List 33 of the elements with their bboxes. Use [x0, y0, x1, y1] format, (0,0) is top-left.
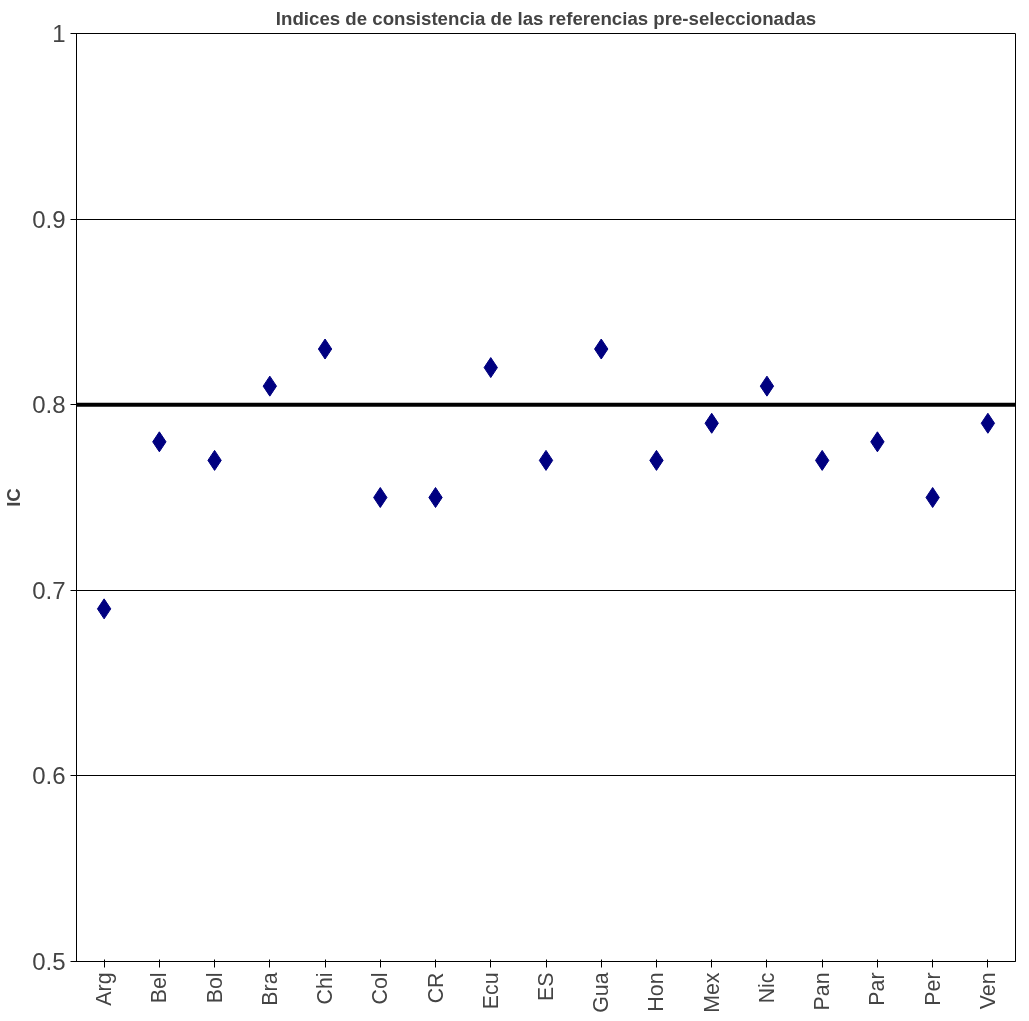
y-tick-label: 0.6 [32, 762, 66, 790]
x-tick-label: Nic [754, 972, 779, 1004]
x-tick-label: Gua [589, 972, 614, 1013]
point [373, 487, 388, 508]
y-tick-label: 0.7 [32, 576, 66, 604]
x-tick-label: Col [368, 972, 393, 1005]
point [759, 375, 775, 397]
y-tick-label: 0.5 [32, 948, 66, 975]
x-tick-label: Ecu [478, 972, 503, 1010]
y-tick-label: 1 [52, 20, 66, 47]
y-tick-label: 0.8 [32, 391, 66, 419]
point [980, 412, 996, 434]
y-axis-title: IC [3, 488, 25, 507]
point [428, 487, 443, 508]
y-tick-label: 0.9 [32, 205, 66, 233]
x-tick-label: Bel [147, 972, 172, 1004]
x-tick-label: Arg [92, 972, 117, 1006]
x-tick-label: Bol [202, 972, 227, 1004]
x-tick-label: CR [423, 972, 448, 1004]
x-tick-label: ES [534, 972, 558, 1001]
point [96, 598, 112, 620]
x-tick-label: Mex [699, 972, 724, 1013]
x-tick-label: Chi [313, 972, 338, 1005]
x-tick-label: Pan [810, 972, 835, 1011]
x-tick-label: Ven [975, 972, 1000, 1010]
point [538, 449, 554, 471]
x-tick-label: Par [865, 972, 890, 1006]
x-tick-label: Hon [644, 972, 669, 1012]
x-tick-label: Per [920, 972, 945, 1006]
point [925, 487, 940, 508]
point [317, 338, 333, 360]
chart-title: Indices de consistencia de las referencias pre-seleccionadas [275, 7, 817, 29]
x-tick-label: Bra [257, 972, 282, 1006]
